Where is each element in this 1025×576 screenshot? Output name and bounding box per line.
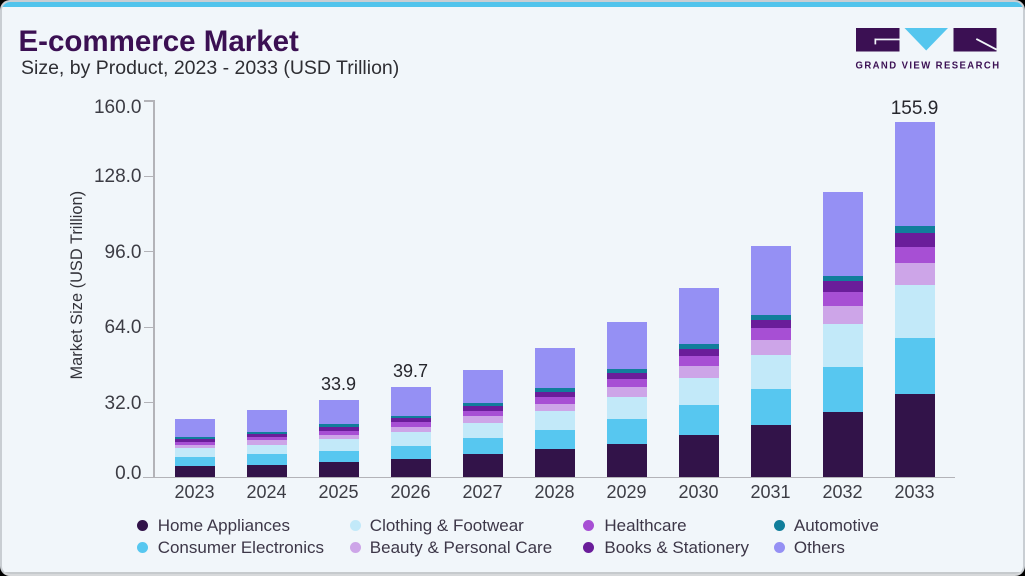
svg-text:GRAND VIEW RESEARCH: GRAND VIEW RESEARCH: [856, 60, 1001, 71]
